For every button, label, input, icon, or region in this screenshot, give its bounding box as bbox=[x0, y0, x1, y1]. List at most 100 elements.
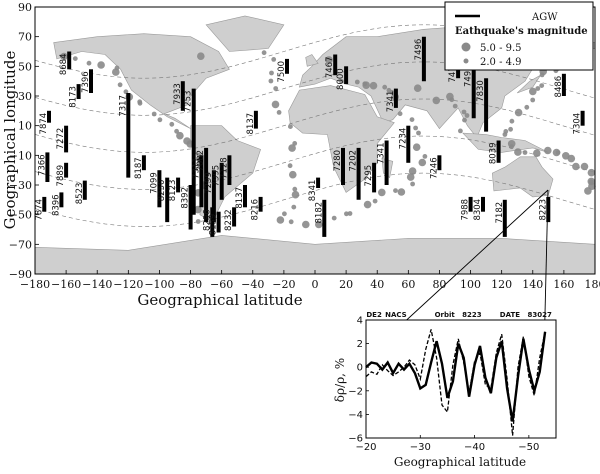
earthquake-point bbox=[364, 201, 372, 209]
earthquake-point bbox=[453, 104, 458, 109]
earthquake-point bbox=[524, 105, 529, 110]
earthquake-point bbox=[433, 97, 441, 105]
map-x-tick-label: 100 bbox=[460, 278, 481, 291]
map-x-tick-label: −160 bbox=[51, 278, 81, 291]
agw-site-label: 7467 bbox=[325, 57, 335, 79]
agw-site-label: 8341 bbox=[308, 180, 318, 202]
agw-site-label: 7272 bbox=[56, 128, 66, 150]
earthquake-point bbox=[362, 81, 367, 86]
agw-site-label: 8137 bbox=[235, 187, 245, 209]
inset-annotation: 8223 bbox=[462, 311, 482, 319]
earthquake-point bbox=[137, 99, 142, 104]
agw-site-label: 8486 bbox=[554, 76, 564, 98]
earthquake-point bbox=[508, 127, 513, 132]
map-x-tick-label: 160 bbox=[553, 278, 574, 291]
earthquake-point bbox=[449, 97, 454, 102]
agw-site-label: 7366 bbox=[37, 154, 47, 176]
earthquake-point bbox=[568, 155, 576, 163]
earthquake-point bbox=[269, 71, 274, 76]
earthquake-point bbox=[272, 101, 280, 109]
earthquake-point bbox=[413, 126, 418, 131]
earthquake-point bbox=[413, 143, 421, 151]
agw-site-label: 7280 bbox=[333, 150, 343, 172]
map-x-tick-label: −100 bbox=[144, 278, 174, 291]
earthquake-point bbox=[152, 112, 157, 117]
agw-site-label: 8223 bbox=[538, 199, 548, 221]
earthquake-point bbox=[197, 52, 205, 60]
map-x-tick-label: −40 bbox=[241, 278, 264, 291]
legend-large-quake-marker bbox=[462, 43, 471, 52]
earthquake-point bbox=[523, 150, 528, 155]
earthquake-point bbox=[87, 61, 92, 66]
agw-site-label: 8000 bbox=[336, 68, 346, 90]
earthquake-point bbox=[302, 221, 310, 229]
earthquake-point bbox=[196, 219, 201, 224]
inset-annotation: Orbit bbox=[435, 311, 456, 319]
agw-site-label: 8182 bbox=[314, 202, 324, 224]
inset-y-tick-label: 2 bbox=[357, 339, 363, 350]
map-x-tick-label: 180 bbox=[585, 278, 600, 291]
agw-site-label: 7341 bbox=[386, 91, 396, 113]
earthquake-point bbox=[584, 187, 592, 195]
earthquake-point bbox=[581, 163, 589, 171]
earthquake-point bbox=[398, 111, 403, 116]
earthquake-point bbox=[533, 149, 541, 157]
earthquake-point bbox=[269, 79, 274, 84]
earthquake-point bbox=[410, 117, 415, 122]
earthquake-point bbox=[510, 119, 515, 124]
earthquake-point bbox=[115, 66, 120, 71]
map-x-tick-label: 20 bbox=[339, 278, 353, 291]
inset-y-tick-label: 4 bbox=[357, 316, 363, 327]
earthquake-point bbox=[378, 189, 386, 197]
legend-title: Eathquake's magnitude bbox=[455, 26, 588, 37]
earthquake-point bbox=[410, 182, 415, 187]
inset-y-tick-label: −6 bbox=[348, 434, 363, 445]
map-x-tick-label: 60 bbox=[401, 278, 415, 291]
earthquake-point bbox=[544, 147, 552, 155]
earthquake-point bbox=[539, 83, 544, 88]
agw-site-label: 7988 bbox=[461, 199, 471, 221]
map-x-tick-label: −120 bbox=[113, 278, 143, 291]
earthquake-point bbox=[97, 61, 105, 69]
inset-x-tick-label: −40 bbox=[464, 442, 485, 453]
earthquake-point bbox=[169, 122, 174, 127]
map-x-tick-label: −60 bbox=[210, 278, 233, 291]
agw-site-label: 8123 bbox=[168, 180, 178, 202]
inset-y-tick-label: 0 bbox=[357, 363, 363, 374]
earthquake-point bbox=[572, 163, 580, 171]
agw-site-label: 7234 bbox=[398, 128, 408, 150]
agw-site-label: 7830 bbox=[476, 80, 486, 102]
earthquake-point bbox=[262, 50, 267, 55]
agw-site-label: 7500 bbox=[277, 61, 287, 83]
inset-y-tick-label: −2 bbox=[348, 386, 363, 397]
earthquake-point bbox=[465, 113, 470, 118]
earthquake-point bbox=[355, 80, 360, 85]
agw-site-label: 7246 bbox=[429, 157, 439, 179]
inset-x-tick-label: −30 bbox=[410, 442, 431, 453]
agw-site-label: 8523 bbox=[75, 183, 85, 205]
inset-x-axis-label: Geographical latitude bbox=[394, 455, 526, 469]
earthquake-point bbox=[393, 188, 398, 193]
legend-agw-label: AGW bbox=[531, 12, 558, 23]
agw-site-label: 7874 bbox=[39, 113, 49, 135]
earthquake-point bbox=[348, 211, 353, 216]
agw-site-label: 8216 bbox=[251, 199, 261, 221]
earthquake-point bbox=[398, 188, 406, 196]
legend-large-quake-label: 5.0 - 9.5 bbox=[480, 43, 522, 54]
map-x-tick-label: −80 bbox=[179, 278, 202, 291]
agw-site-label: 7304 bbox=[573, 113, 583, 135]
map-x-axis-label: Geographical latitude bbox=[137, 291, 302, 309]
agw-site-label: 8159 bbox=[209, 214, 219, 236]
earthquake-point bbox=[158, 117, 163, 122]
earthquake-point bbox=[332, 216, 337, 221]
agw-site-label: 7889 bbox=[56, 165, 66, 187]
agw-site-label: 8173 bbox=[69, 86, 79, 108]
earthquake-point bbox=[292, 187, 297, 192]
agw-site-label: 8187 bbox=[134, 157, 144, 179]
earthquake-point bbox=[291, 205, 296, 210]
map-x-tick-label: 120 bbox=[491, 278, 512, 291]
agw-site-label: 7253 bbox=[184, 91, 194, 113]
earthquake-point bbox=[271, 57, 276, 62]
earthquake-point bbox=[273, 86, 278, 91]
world-map-chart: 7874787473668396788972728684817373968523… bbox=[1, 1, 600, 309]
